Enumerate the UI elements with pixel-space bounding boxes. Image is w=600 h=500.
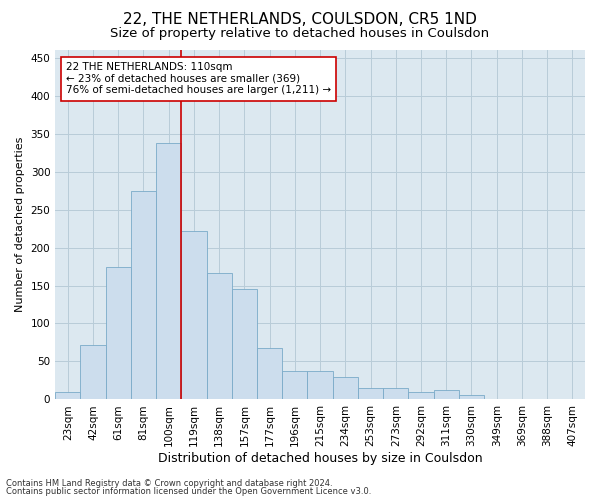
Bar xyxy=(106,266,131,400)
X-axis label: Distribution of detached houses by size in Coulsdon: Distribution of detached houses by size … xyxy=(158,452,482,465)
Bar xyxy=(156,142,181,400)
Bar xyxy=(434,390,459,400)
Text: Size of property relative to detached houses in Coulsdon: Size of property relative to detached ho… xyxy=(110,28,490,40)
Text: Contains public sector information licensed under the Open Government Licence v3: Contains public sector information licen… xyxy=(6,487,371,496)
Bar xyxy=(383,388,409,400)
Text: 22 THE NETHERLANDS: 110sqm
← 23% of detached houses are smaller (369)
76% of sem: 22 THE NETHERLANDS: 110sqm ← 23% of deta… xyxy=(66,62,331,96)
Text: Contains HM Land Registry data © Crown copyright and database right 2024.: Contains HM Land Registry data © Crown c… xyxy=(6,478,332,488)
Bar xyxy=(55,392,80,400)
Bar xyxy=(307,372,332,400)
Text: 22, THE NETHERLANDS, COULSDON, CR5 1ND: 22, THE NETHERLANDS, COULSDON, CR5 1ND xyxy=(123,12,477,28)
Bar xyxy=(358,388,383,400)
Bar xyxy=(232,290,257,400)
Bar xyxy=(257,348,282,400)
Bar xyxy=(181,231,206,400)
Bar xyxy=(282,372,307,400)
Bar xyxy=(206,272,232,400)
Bar xyxy=(409,392,434,400)
Bar xyxy=(131,190,156,400)
Bar xyxy=(80,345,106,400)
Bar xyxy=(332,376,358,400)
Bar xyxy=(459,395,484,400)
Y-axis label: Number of detached properties: Number of detached properties xyxy=(15,137,25,312)
